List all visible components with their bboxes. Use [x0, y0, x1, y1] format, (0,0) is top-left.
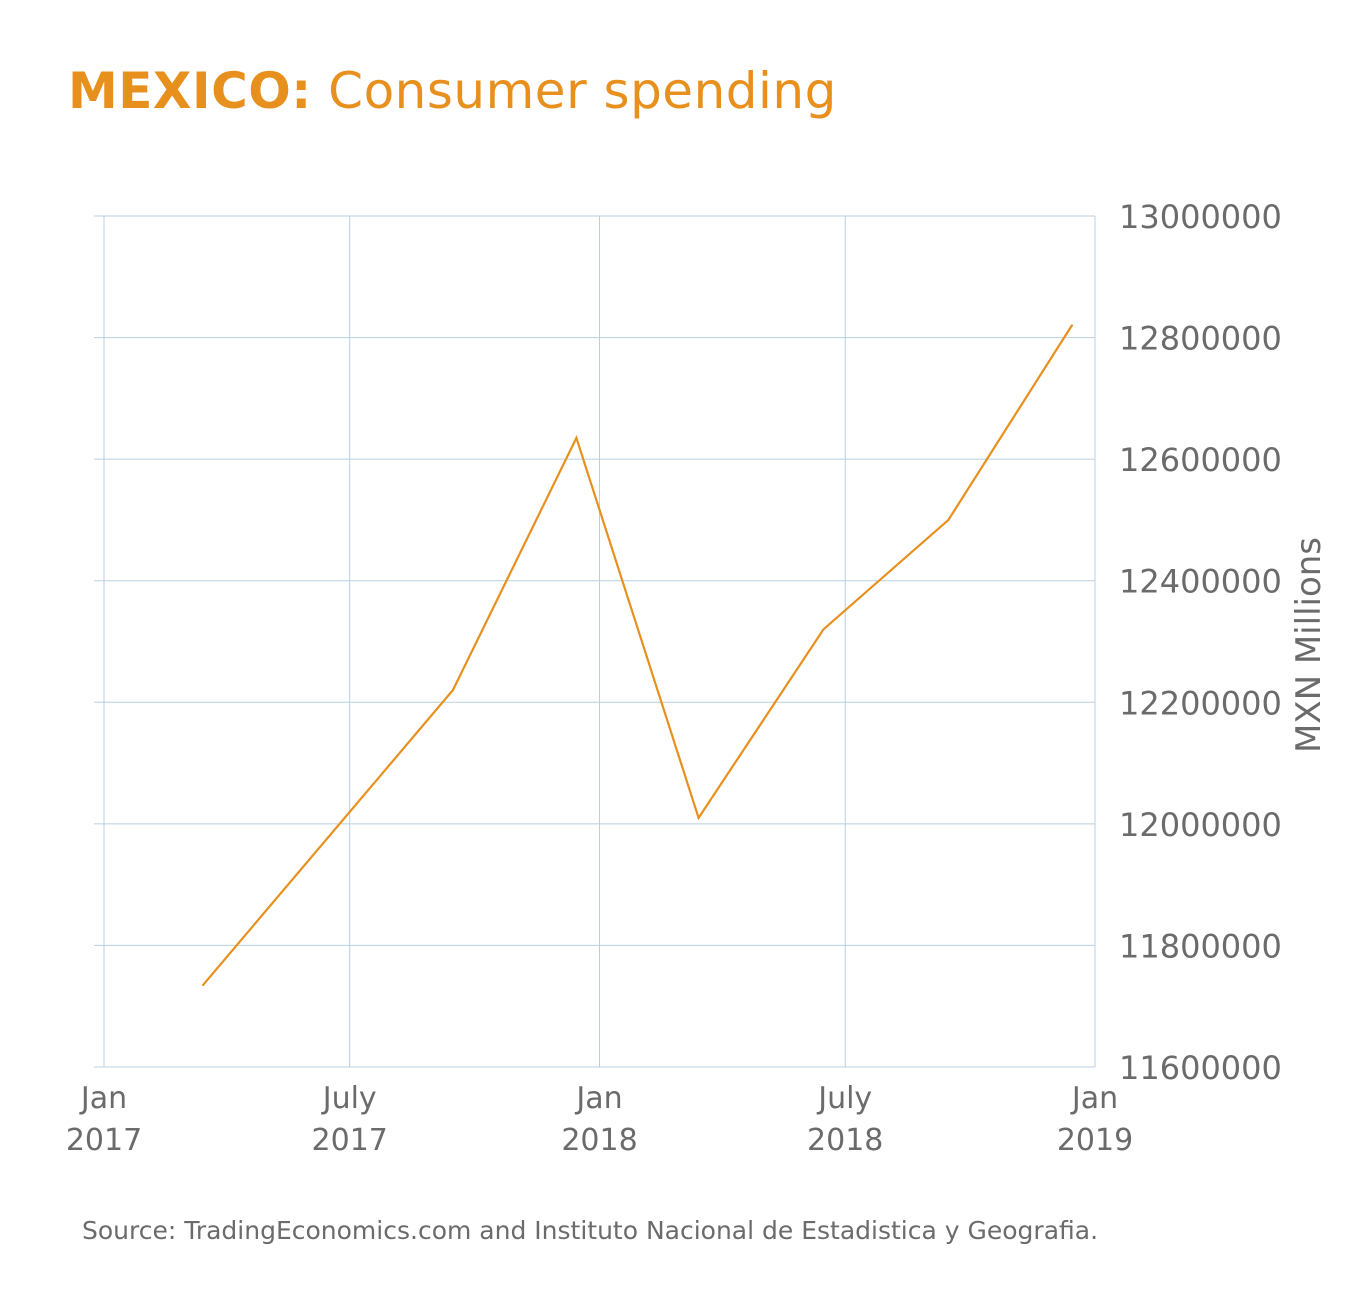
- data-point-0-2: [575, 436, 578, 439]
- y-tick-label-3: 12200000: [1119, 684, 1282, 722]
- y-tick-label-5: 12600000: [1119, 441, 1282, 479]
- x-tick-label-0-line2: 2017: [66, 1123, 142, 1158]
- y-tick-label-1: 11800000: [1119, 927, 1282, 965]
- y-tick-label-2: 12000000: [1119, 806, 1282, 844]
- chart-title-country: MEXICO:: [68, 62, 312, 120]
- x-tick-label-4-line2: 2019: [1057, 1123, 1133, 1158]
- y-tick-label-6: 12800000: [1119, 320, 1282, 358]
- data-point-0-1: [451, 689, 454, 692]
- x-tick-label-2-line2: 2018: [561, 1123, 637, 1158]
- series-line-0: [202, 324, 1073, 986]
- source-note: Source: TradingEconomics.com and Institu…: [82, 1216, 1099, 1245]
- chart-title: MEXICO: Consumer spending: [68, 62, 837, 120]
- chart-grid: [94, 215, 1096, 1068]
- x-tick-label-3-line1: July: [816, 1081, 872, 1116]
- y-tick-label-4: 12400000: [1119, 563, 1282, 601]
- chart-title-subject: Consumer spending: [328, 62, 837, 120]
- x-axis-tick-labels: Jan 2017 July 2017 Jan 2018 July 2018 Jan 2019: [66, 1081, 1133, 1158]
- data-point-0-3: [697, 816, 700, 819]
- x-tick-label-4-line1: Jan: [1070, 1081, 1118, 1116]
- x-tick-label-1-line1: July: [321, 1081, 377, 1116]
- data-point-0-6: [1070, 324, 1074, 327]
- data-point-0-4: [822, 628, 825, 631]
- x-tick-label-1-line2: 2017: [312, 1123, 388, 1158]
- x-tick-label-0-line1: Jan: [79, 1081, 127, 1116]
- data-point-0-5: [947, 518, 950, 522]
- x-tick-label-3-line2: 2018: [807, 1123, 883, 1158]
- y-axis-label: MXN Millions: [1289, 537, 1329, 753]
- x-tick-label-2-line1: Jan: [574, 1081, 622, 1116]
- y-axis-tick-labels: 11600000 11800000 12000000 12200000 12400000…: [1119, 198, 1282, 1087]
- y-tick-label-7: 13000000: [1119, 198, 1282, 236]
- chart-series: [202, 324, 1074, 987]
- y-tick-label-0: 11600000: [1119, 1049, 1282, 1087]
- line-chart: 11600000 11800000 12000000 12200000 12400000…: [66, 198, 1329, 1158]
- data-point-0-0: [202, 983, 205, 987]
